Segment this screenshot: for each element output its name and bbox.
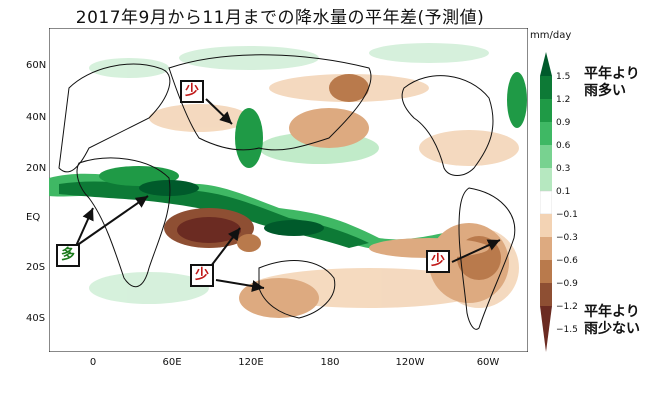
colorbar-swatch-11 xyxy=(540,283,552,306)
colorbar-swatch-4 xyxy=(540,122,552,145)
legend-dry: 平年より 雨少ない xyxy=(584,304,640,338)
lat-tick-eq: EQ xyxy=(26,212,41,223)
colorbar-swatch-2 xyxy=(540,76,552,99)
callout-more-africa: 多 xyxy=(56,244,80,267)
callout-less-australia: 少 xyxy=(190,264,214,287)
lon-tick-180: 180 xyxy=(320,357,340,368)
legend-wet-line2: 雨多い xyxy=(584,83,626,99)
colorbar-swatch-10 xyxy=(540,260,552,283)
colorbar-swatch-8 xyxy=(540,214,552,237)
colorbar-swatch-3 xyxy=(540,99,552,122)
colorbar-label-9: −0.6 xyxy=(556,256,578,266)
callout-less-north: 少 xyxy=(180,80,204,103)
legend-wet-line1: 平年より xyxy=(584,66,640,82)
colorbar-swatch-5 xyxy=(540,145,552,168)
lon-tick-0: 0 xyxy=(89,357,97,368)
colorbar-label-1: 1.5 xyxy=(556,72,571,82)
colorbar-swatch-9 xyxy=(540,237,552,260)
lon-tick-120w: 120W xyxy=(395,357,425,368)
colorbar-label-5: 0.3 xyxy=(556,164,571,174)
legend-wet: 平年より 雨多い xyxy=(584,66,640,100)
colorbar xyxy=(540,52,552,352)
colorbar-swatch-6 xyxy=(540,168,552,191)
lon-tick-60e: 60E xyxy=(162,357,182,368)
lat-tick-20n: 20N xyxy=(26,163,47,174)
lat-tick-40s: 40S xyxy=(26,313,46,324)
lon-tick-60w: 60W xyxy=(476,357,500,368)
units-label: mm/day xyxy=(530,30,572,41)
colorbar-label-2: 1.2 xyxy=(556,95,571,105)
lat-tick-20s: 20S xyxy=(26,262,46,273)
colorbar-label-6: 0.1 xyxy=(556,187,571,197)
colorbar-swatch-12 xyxy=(540,306,552,352)
colorbar-label-10: −0.9 xyxy=(556,279,578,289)
colorbar-label-7: −0.1 xyxy=(556,210,578,220)
colorbar-label-3: 0.9 xyxy=(556,118,571,128)
colorbar-label-8: −0.3 xyxy=(556,233,578,243)
lon-tick-120e: 120E xyxy=(238,357,264,368)
colorbar-label-11: −1.2 xyxy=(556,302,578,312)
legend-dry-line1: 平年より xyxy=(584,304,640,320)
legend-dry-line2: 雨少ない xyxy=(584,321,640,337)
lat-tick-40n: 40N xyxy=(26,112,47,123)
lat-tick-60n: 60N xyxy=(26,60,47,71)
colorbar-label-12: −1.5 xyxy=(556,325,578,335)
callout-less-south-america: 少 xyxy=(426,250,450,273)
colorbar-label-4: 0.6 xyxy=(556,141,571,151)
colorbar-swatch-1 xyxy=(540,52,552,76)
map-title: 2017年9月から11月までの降水量の平年差(予測値) xyxy=(75,8,485,28)
